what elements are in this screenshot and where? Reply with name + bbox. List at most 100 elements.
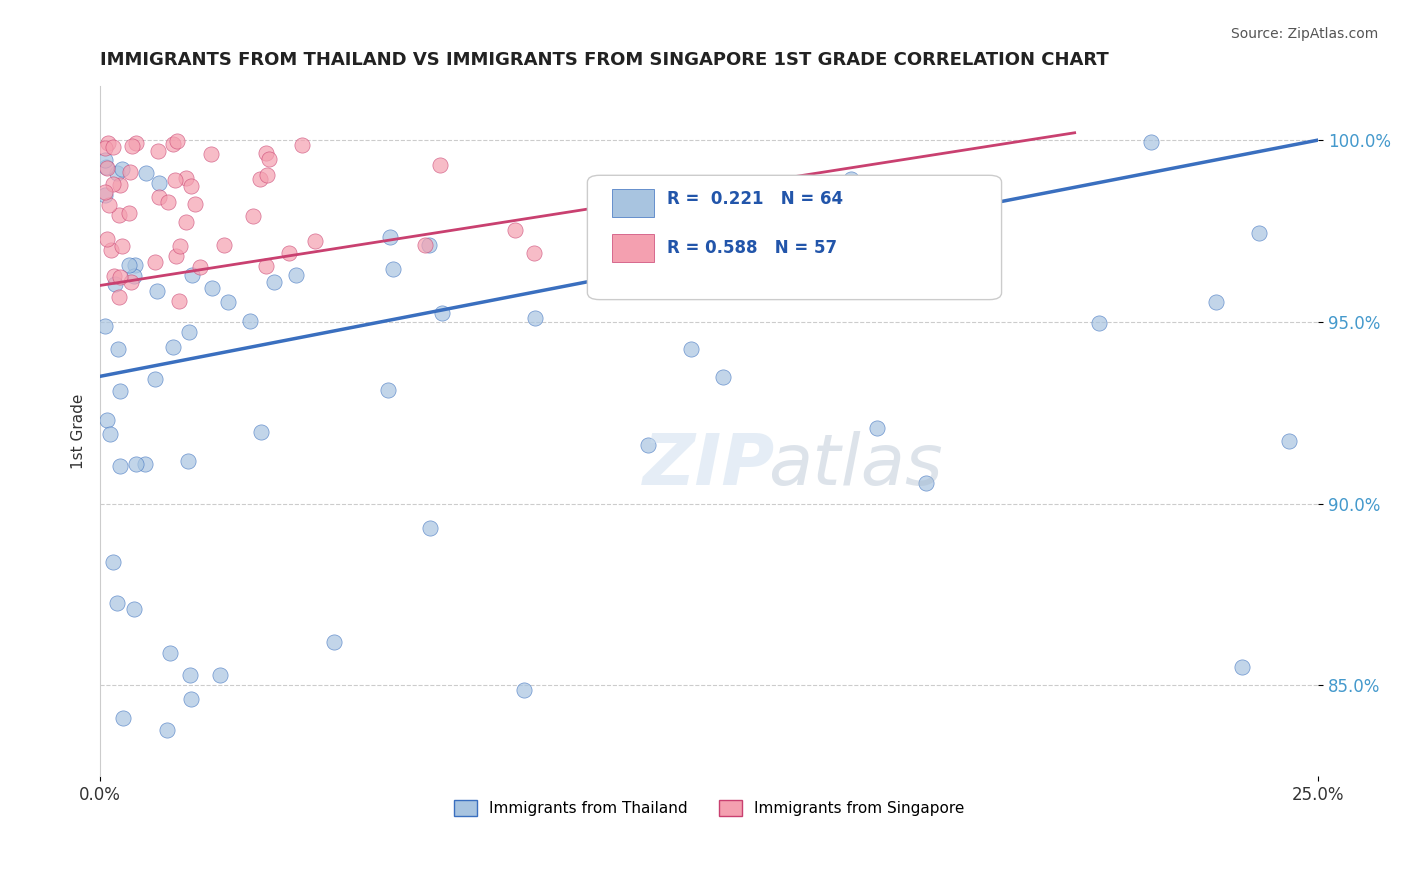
Point (429, 158, 451, 172)
Point (254, 260, 277, 274)
Point (148, 144, 170, 158)
Point (101, 555, 124, 569)
Point (120, 275, 142, 289)
Point (167, 293, 190, 308)
Point (285, 268, 308, 282)
Point (148, 190, 170, 204)
Point (418, 237, 440, 252)
Point (107, 343, 129, 357)
Point (637, 438, 659, 452)
Point (159, 646, 181, 660)
Text: atlas: atlas (768, 431, 942, 500)
Point (217, 295, 239, 310)
Point (523, 311, 546, 326)
Point (304, 234, 326, 248)
Point (382, 261, 405, 276)
Point (96, 232, 118, 246)
Point (108, 458, 131, 473)
Point (256, 168, 278, 182)
Point (716, 211, 738, 226)
Point (118, 206, 141, 220)
Point (413, 237, 436, 252)
Point (181, 268, 204, 282)
Point (105, 166, 128, 180)
Point (111, 161, 134, 176)
Point (108, 384, 131, 398)
Point (696, 189, 718, 203)
Point (101, 177, 124, 191)
Point (209, 668, 232, 682)
Point (96, 161, 118, 175)
Text: IMMIGRANTS FROM THAILAND VS IMMIGRANTS FROM SINGAPORE 1ST GRADE CORRELATION CHAR: IMMIGRANTS FROM THAILAND VS IMMIGRANTS F… (100, 51, 1109, 69)
Point (94, 318, 117, 333)
Point (97, 136, 120, 151)
Point (174, 171, 197, 186)
Point (598, 250, 620, 264)
Point (143, 254, 166, 268)
Point (946, 272, 969, 286)
Point (112, 711, 135, 725)
Bar (612, 189, 654, 217)
Point (174, 215, 197, 229)
Point (134, 457, 156, 471)
Point (430, 306, 453, 320)
Point (97, 198, 120, 212)
Text: Source: ZipAtlas.com: Source: ZipAtlas.com (1230, 27, 1378, 41)
Text: R =  0.221   N = 64: R = 0.221 N = 64 (666, 191, 842, 209)
Point (1278, 434, 1301, 449)
Point (122, 269, 145, 284)
Point (165, 173, 187, 187)
Point (96, 413, 118, 427)
Point (915, 476, 938, 491)
Point (108, 208, 131, 222)
Point (503, 222, 526, 236)
Point (865, 421, 887, 435)
Point (107, 290, 129, 304)
Y-axis label: 1st Grade: 1st Grade (72, 393, 86, 468)
Point (200, 146, 222, 161)
Point (179, 668, 201, 682)
Point (98, 426, 121, 441)
Bar (612, 234, 654, 261)
Point (94, 141, 117, 155)
Point (190, 260, 212, 275)
Point (103, 269, 125, 284)
Point (1088, 316, 1111, 330)
FancyBboxPatch shape (588, 176, 1001, 300)
Point (157, 195, 180, 210)
Point (143, 372, 166, 386)
Point (111, 238, 134, 252)
Point (377, 383, 399, 397)
Point (100, 243, 122, 257)
Point (1140, 135, 1163, 149)
Point (710, 230, 733, 244)
Point (249, 172, 271, 186)
Point (250, 425, 273, 440)
Point (169, 239, 191, 253)
Point (125, 136, 148, 150)
Point (263, 276, 285, 290)
Text: ZIP: ZIP (643, 431, 775, 500)
Point (323, 635, 346, 649)
Point (681, 342, 703, 356)
Point (239, 313, 262, 327)
Point (124, 458, 146, 472)
Point (254, 146, 277, 161)
Point (291, 138, 314, 153)
Point (145, 284, 167, 298)
Text: R = 0.588   N = 57: R = 0.588 N = 57 (666, 239, 837, 257)
Point (278, 245, 301, 260)
Point (1205, 294, 1227, 309)
Point (180, 692, 202, 706)
Point (523, 245, 546, 260)
Point (979, 200, 1001, 214)
Point (839, 172, 862, 186)
Point (165, 249, 187, 263)
Point (651, 246, 673, 260)
Point (94, 187, 117, 202)
Point (184, 197, 207, 211)
Point (162, 137, 184, 152)
Point (856, 221, 879, 235)
Point (122, 602, 145, 616)
Point (180, 179, 202, 194)
